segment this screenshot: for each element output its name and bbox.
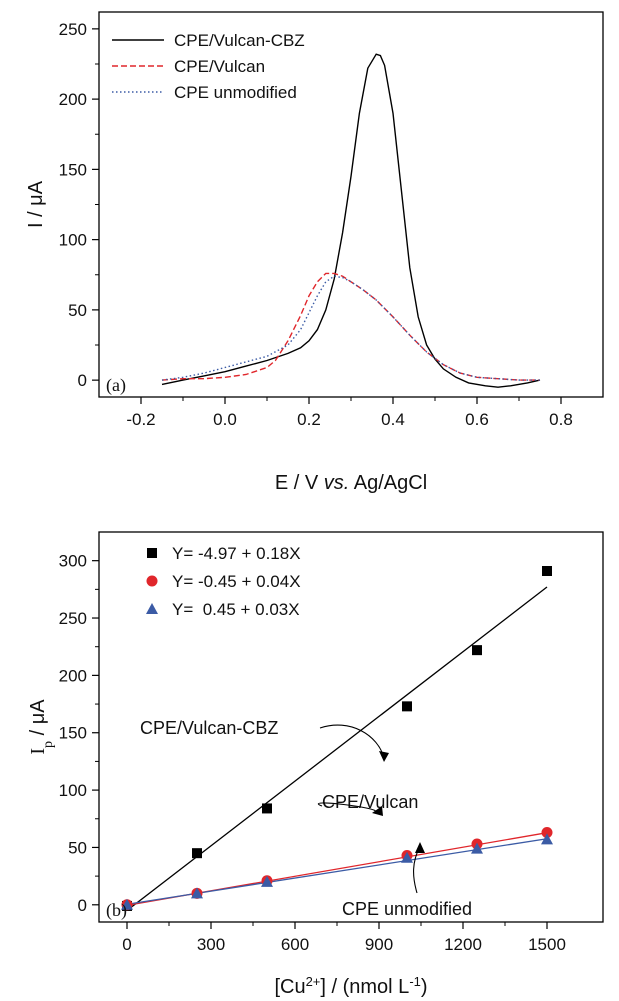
triangle-marker [401,851,413,863]
fit-line-cpe-unmodified [126,838,548,905]
y-tick-label-a: 50 [68,301,87,320]
square-marker [542,566,552,576]
circle-marker [146,575,158,587]
panel-b: 0 300 600 900 1200 1500 0 50 100 150 200 250 300 Y= … [27,531,604,999]
x-axis-title-b: [Cu2+] / (nmol L-1) [274,974,427,999]
curve-annotations-b: CPE/Vulcan-CBZ CPE/Vulcan CPE unmodified [140,718,472,919]
y-tick-label-b: 300 [59,552,87,571]
series-lines-a [161,53,541,388]
x-tick-label-a: 0.6 [465,410,489,429]
x-tick-label-a: 0.8 [549,410,573,429]
axes-a: -0.2 0.0 0.2 0.4 0.6 0.8 0 50 100 150 200 250 [59,20,573,429]
legend-label-a: CPE/Vulcan-CBZ [174,31,305,50]
panel-a: -0.2 0.0 0.2 0.4 0.6 0.8 0 50 100 150 200 250 CPE/V… [25,11,604,494]
xlabel-b-part: ) [421,976,428,998]
square-marker [472,645,482,656]
legend-label-a: CPE/Vulcan [174,57,265,76]
triangle-marker [471,842,483,854]
xlabel-b-part: -1 [409,974,421,989]
legend-a: CPE/Vulcan-CBZ CPE/Vulcan CPE unmodified [112,31,305,102]
square-marker [262,803,272,814]
triangle-marker [146,603,158,614]
ylabel-a-text: I / μA [25,180,47,228]
xlabel-b-part: 2+ [306,974,321,989]
x-tick-label-b: 600 [281,935,309,954]
legend-label-b: Y= -0.45 + 0.04X [172,572,301,591]
y-tick-label-a: 200 [59,90,87,109]
curve-label-b: CPE unmodified [342,899,472,919]
legend-label-b: Y= 0.45 + 0.03X [172,600,300,619]
y-tick-label-a: 150 [59,160,87,179]
ylabel-b-part: p [41,741,56,748]
y-tick-label-b: 0 [78,896,87,915]
arrowhead [379,751,389,762]
xlabel-a-part: Ag/AgCl [349,472,427,494]
xlabel-b-part: ] / (nmol L [320,976,409,998]
panel-label-b: (b) [106,900,127,921]
y-axis-title-b: Ip / μA [27,699,56,755]
annotation-arrow [413,845,421,894]
y-tick-label-b: 50 [68,838,87,857]
x-tick-label-a: 0.4 [381,410,405,429]
triangle-marker [121,898,133,910]
y-tick-label-a: 250 [59,20,87,39]
axes-b: 0 300 600 900 1200 1500 0 50 100 150 200 250 300 [59,552,566,954]
fit-line-cpe-vulcan-cbz [126,586,548,912]
series-line-cpe-vulcan [161,272,540,381]
x-tick-label-b: 1500 [528,935,566,954]
series-line-cpe-unmodified [161,275,540,381]
triangle-marker [541,833,553,845]
x-tick-label-a: 0.0 [213,410,237,429]
y-tick-label-b: 250 [59,609,87,628]
x-tick-label-b: 1200 [444,935,482,954]
legend-label-a: CPE unmodified [174,83,297,102]
y-tick-label-b: 200 [59,666,87,685]
x-axis-title-a: E / V vs. Ag/AgCl [275,472,427,494]
y-tick-label-b: 150 [59,724,87,743]
arrowhead [415,842,425,853]
y-tick-label-a: 100 [59,231,87,250]
data-points-b [121,566,553,911]
triangle-marker [191,887,203,899]
xlabel-a-part: E / V [275,472,324,494]
arrowhead [372,806,383,816]
y-axis-title-a: I / μA [25,180,47,228]
panel-label-a: (a) [106,375,126,396]
ylabel-b-part: / μA [27,699,49,741]
curve-label-b: CPE/Vulcan-CBZ [140,718,278,738]
x-tick-label-b: 300 [197,935,225,954]
y-tick-label-a: 0 [78,371,87,390]
x-tick-label-b: 900 [365,935,393,954]
legend-b: Y= -4.97 + 0.18X Y= -0.45 + 0.04X Y= 0.45 … [146,544,301,619]
x-tick-label-a: 0.2 [297,410,321,429]
xlabel-b-part: [Cu [274,976,305,998]
legend-label-b: Y= -4.97 + 0.18X [172,544,301,563]
square-marker [402,701,412,712]
y-tick-label-b: 100 [59,781,87,800]
x-tick-label-b: 0 [122,935,131,954]
x-tick-label-a: -0.2 [126,410,155,429]
square-marker [192,848,202,859]
annotation-arrow [317,802,376,813]
series-line-cpe-vulcan-cbz [161,53,541,388]
fit-lines-b [126,586,548,912]
xlabel-a-part: vs. [324,472,350,494]
annotation-arrow [319,724,385,759]
curve-label-b: CPE/Vulcan [322,792,418,812]
triangle-marker [261,875,273,887]
square-marker [147,548,157,558]
ylabel-b-part: I [27,748,49,755]
circle-marker [541,827,553,839]
plot-frame-b [98,531,604,923]
